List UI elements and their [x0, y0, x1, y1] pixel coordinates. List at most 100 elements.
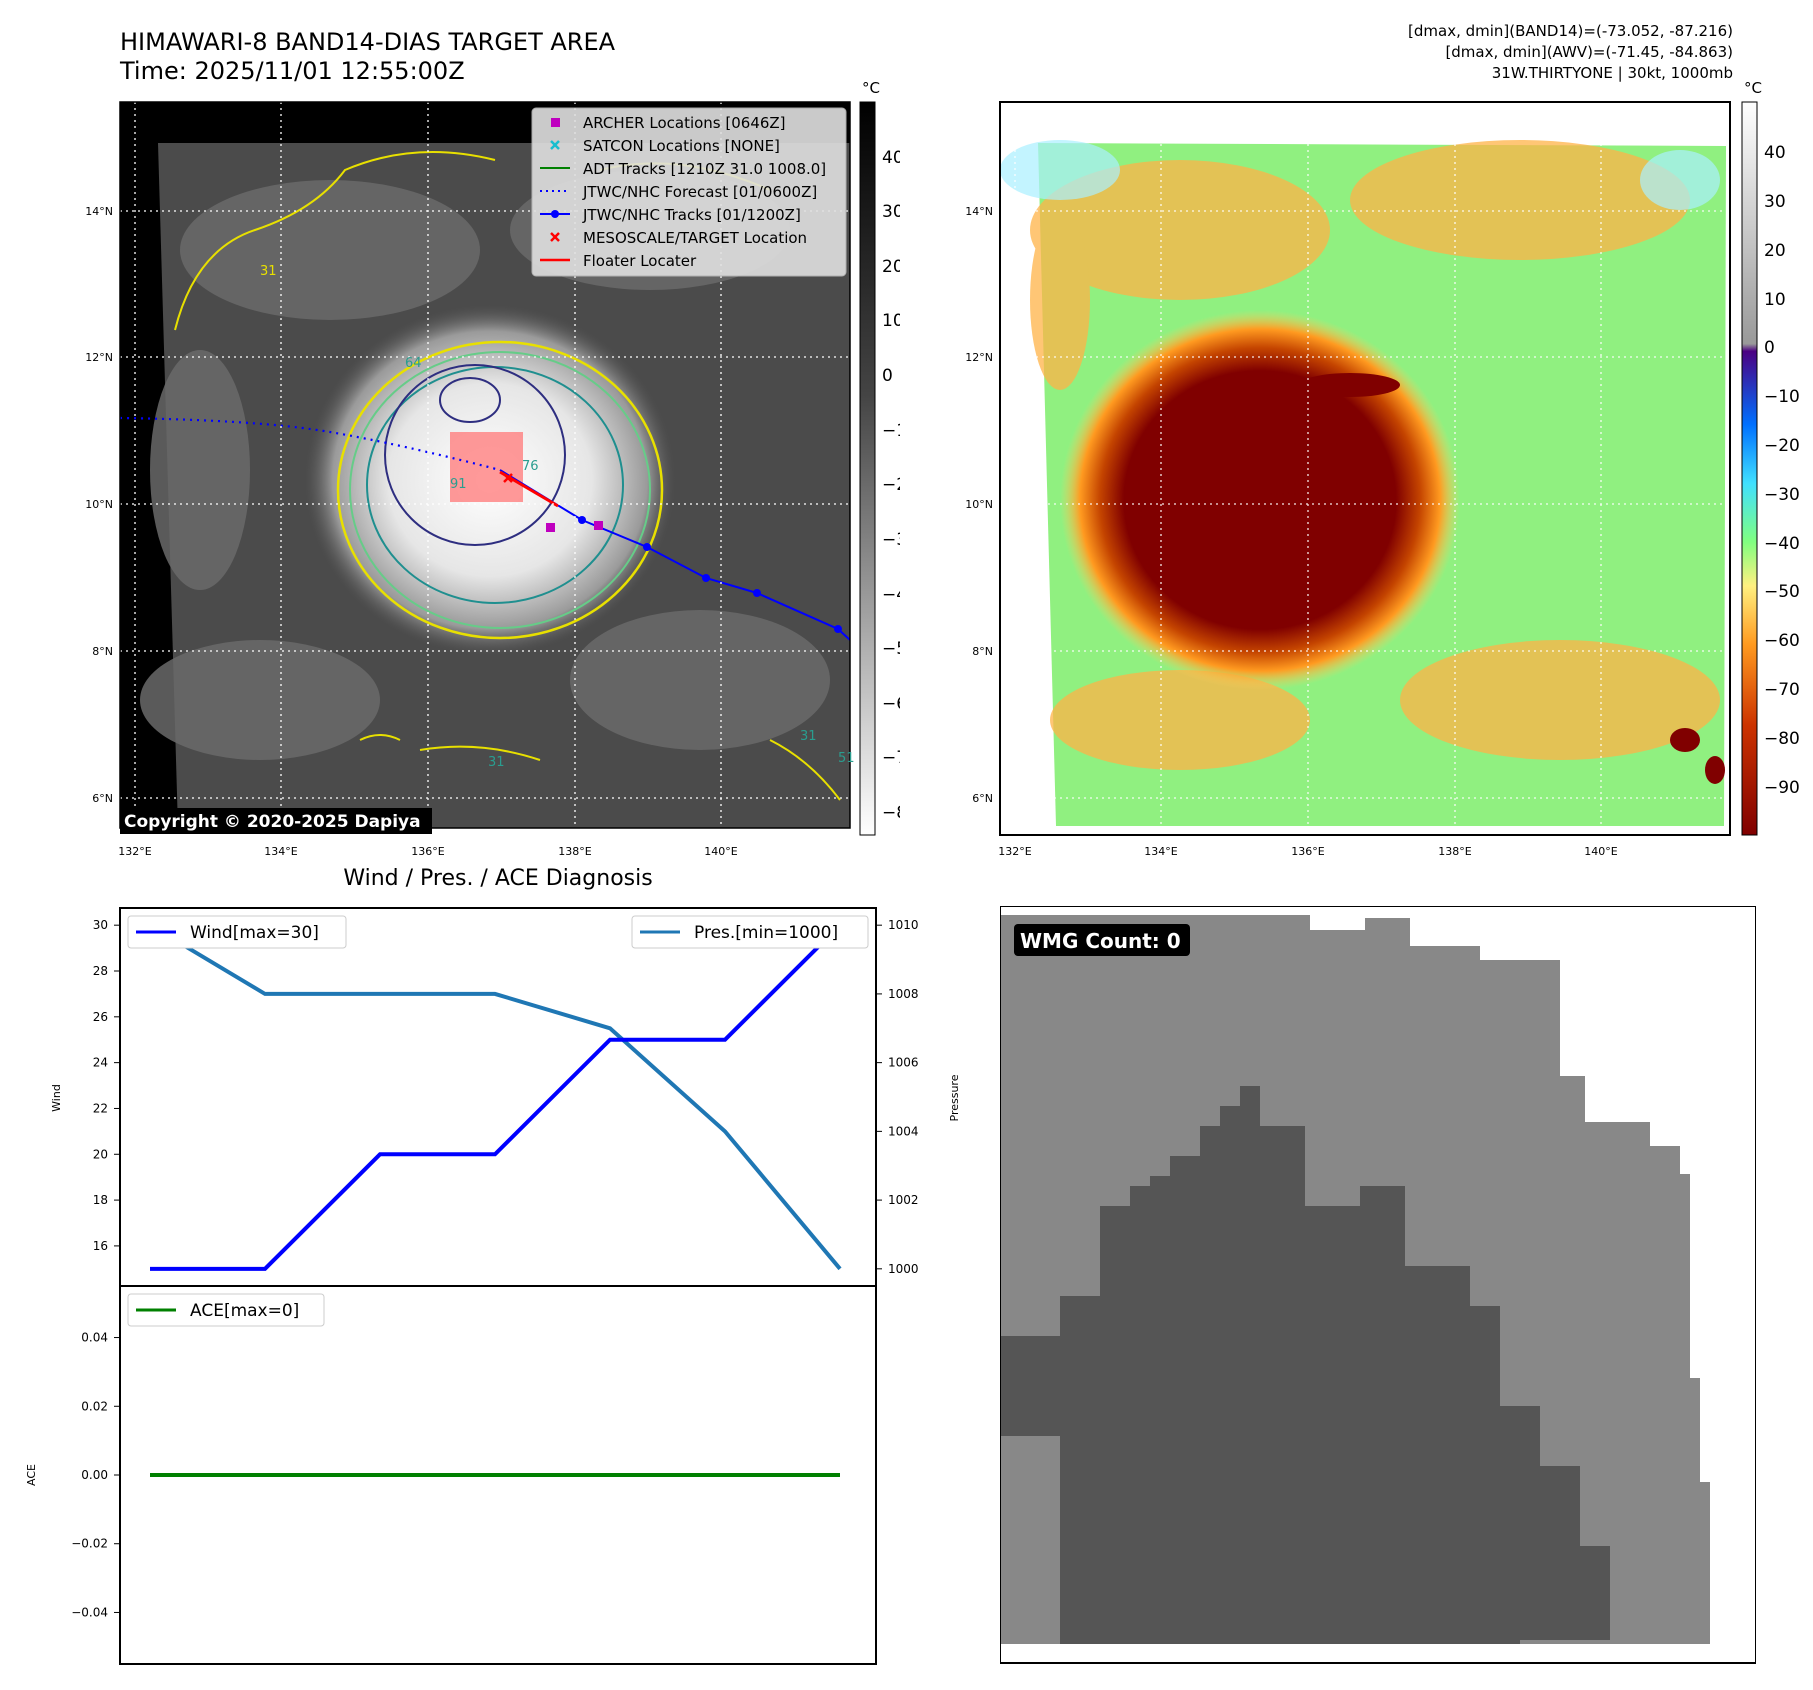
- wind-legend-label: Wind[max=30]: [190, 923, 319, 943]
- colorbar-tick: −20: [882, 475, 900, 495]
- colorbar-tick: −70: [882, 748, 900, 768]
- ace-axis-label: ACE: [25, 1464, 38, 1486]
- lat-tick-label: 12°N: [85, 351, 113, 364]
- wind-tick-label: 30: [93, 918, 108, 932]
- contour-91: [439, 377, 501, 423]
- contour-label: 31: [488, 755, 505, 770]
- wind-tick-label: 28: [93, 964, 108, 978]
- enhanced-storm-core: [1060, 310, 1460, 690]
- colorbar-tick: −30: [882, 530, 900, 550]
- wind-tick-label: 20: [93, 1147, 108, 1161]
- colorbar-unit: °C: [1744, 79, 1762, 97]
- lat-tick-labels: 14°N 12°N 10°N 8°N 6°N: [85, 205, 113, 805]
- colorbar-tick: 40: [1764, 143, 1786, 163]
- legend-target-swatch: [550, 232, 560, 242]
- target-x-marker: [503, 473, 513, 483]
- figure-time: Time: 2025/11/01 12:55:00Z: [120, 57, 465, 85]
- gray-colorbar-ticks: 40 30 20 10 0 −10 −20 −30 −40 −50 −60 −7…: [882, 148, 900, 823]
- legend-archer-swatch: [551, 118, 560, 127]
- enhanced-map-panel: 132°E 134°E 136°E 138°E 140°E 14°N 12°N …: [965, 79, 1800, 858]
- pressure-tick-label: 1000: [888, 1262, 919, 1276]
- wind-tick-label: 18: [93, 1193, 108, 1207]
- enhanced-cold-cells: [1300, 373, 1725, 784]
- pressure-tick-label: 1002: [888, 1193, 919, 1207]
- lat-tick-label: 10°N: [965, 498, 993, 511]
- figure-title: HIMAWARI-8 BAND14-DIAS TARGET AREA: [120, 28, 616, 56]
- awv-range-info: [dmax, dmin](AWV)=(-71.45, -84.863): [1445, 43, 1733, 61]
- lon-tick-label: 132°E: [998, 845, 1031, 858]
- colorbar-tick: −20: [1764, 436, 1800, 456]
- ace-tick-label: −0.04: [71, 1605, 108, 1619]
- contour-label: 31: [260, 264, 277, 279]
- colorbar-tick: −40: [1764, 534, 1800, 554]
- archer-marker: [594, 521, 603, 530]
- legend-satcon-swatch: [550, 140, 560, 150]
- wmg-light-patches: [1000, 1436, 1060, 1606]
- copyright-text: Copyright © 2020-2025 Dapiya: [124, 812, 421, 832]
- wind-tick-label: 22: [93, 1101, 108, 1115]
- colorbar-tick: 40: [882, 148, 900, 168]
- diagnosis-title: Wind / Pres. / ACE Diagnosis: [343, 866, 653, 891]
- pressure-tick-label: 1008: [888, 987, 919, 1001]
- legend-label: JTWC/NHC Forecast [01/0600Z]: [582, 183, 817, 201]
- gray-colorbar: °C 40 30 20 10 0 −10 −20 −30 −40 −50 −60…: [859, 79, 900, 836]
- pressure-legend: Pres.[min=1000]: [631, 915, 869, 949]
- colorbar-tick: −50: [882, 639, 900, 659]
- colorbar-tick: 10: [882, 311, 900, 331]
- lat-tick-label: 8°N: [972, 645, 993, 658]
- wind-tick-label: 16: [93, 1239, 108, 1253]
- lon-tick-label: 134°E: [264, 845, 297, 858]
- lon-tick-label: 138°E: [1438, 845, 1471, 858]
- colorbar-tick: 10: [1764, 290, 1786, 310]
- enhanced-warm-areas: [1000, 140, 1720, 210]
- lon-tick-label: 140°E: [1584, 845, 1617, 858]
- contour-labels: 64 76 91 31 31 51 31: [260, 264, 855, 770]
- storm-info: 31W.THIRTYONE | 30kt, 1000mb: [1491, 64, 1733, 82]
- wind-line: [150, 923, 842, 1271]
- colorbar-tick: −80: [882, 803, 900, 823]
- lat-tick-label: 14°N: [965, 205, 993, 218]
- archer-marker: [546, 523, 555, 532]
- lon-tick-label: 134°E: [1144, 845, 1177, 858]
- contour-31: [336, 340, 664, 640]
- enhanced-map-frame: [999, 101, 1731, 836]
- enhanced-lon-tick-labels: 132°E 134°E 136°E 138°E 140°E: [998, 845, 1617, 858]
- pressure-tick-label: 1004: [888, 1124, 919, 1138]
- best-track-points: [578, 516, 842, 633]
- legend-label: Floater Locater: [583, 252, 697, 270]
- band14-range-info: [dmax, dmin](BAND14)=(-73.052, -87.216): [1408, 22, 1733, 40]
- lon-tick-label: 140°E: [704, 845, 737, 858]
- ace-tick-label: −0.02: [71, 1537, 108, 1551]
- lat-tick-label: 6°N: [92, 792, 113, 805]
- ace-plot: 0.04 0.02 0.00 −0.02 −0.04: [71, 1331, 840, 1619]
- colorbar-tick: −60: [882, 694, 900, 714]
- colorbar-tick: 0: [1764, 338, 1775, 358]
- legend-track-dot: [551, 210, 559, 218]
- colorbar-tick: 30: [882, 202, 900, 222]
- contour-label: 91: [450, 477, 467, 492]
- copyright-badge: [120, 808, 432, 834]
- colorbar-tick: −60: [1764, 631, 1800, 651]
- diagnosis-panel: Wind Pressure ACE 30 28 26 24 22 20 18 16 1010 10…: [25, 907, 960, 1665]
- enhanced-gridlines: [1000, 102, 1730, 835]
- colorbar-tick: −30: [1764, 485, 1800, 505]
- wind-pressure-axes: [119, 907, 877, 1287]
- wind-legend: Wind[max=30]: [127, 915, 347, 949]
- pressure-axis-label: Pressure: [948, 1074, 960, 1121]
- contour-label: 31: [800, 729, 817, 744]
- wind-axis-label: Wind: [50, 1084, 63, 1112]
- lat-tick-label: 12°N: [965, 351, 993, 364]
- lon-tick-label: 136°E: [1291, 845, 1324, 858]
- contour-51: [349, 351, 651, 629]
- lon-tick-label: 132°E: [118, 845, 151, 858]
- wind-pressure-plot: 30 28 26 24 22 20 18 16 1010 1008 1006 1004 1002 1000: [93, 918, 919, 1276]
- colorbar-tick: −40: [882, 585, 900, 605]
- lat-tick-label: 14°N: [85, 205, 113, 218]
- wmg-count-label: WMG Count: 0: [1020, 929, 1181, 953]
- map-legend: ARCHER Locations [0646Z] SATCON Location…: [531, 107, 847, 277]
- pressure-tick-label: 1006: [888, 1056, 919, 1070]
- contour-label: 51: [838, 751, 855, 766]
- ace-legend: ACE[max=0]: [127, 1293, 325, 1327]
- ir-map-panel: 64 76 91 31 31 51 31 Copyright © 2020-20…: [85, 79, 900, 858]
- colorbar-tick: 20: [1764, 241, 1786, 261]
